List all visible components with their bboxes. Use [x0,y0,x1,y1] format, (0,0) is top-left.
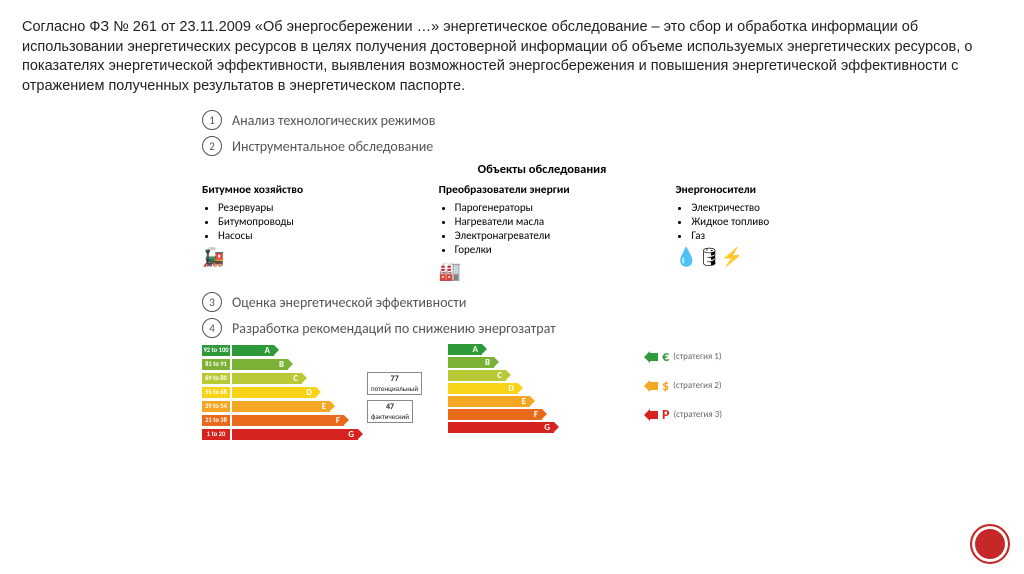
energy-icons: 💧🛢⚡ [675,246,882,268]
grade-row: A [448,344,618,355]
grade-range: 21 to 38 [202,415,230,426]
step-number-1: 1 [202,110,222,130]
grade-row: F [448,409,618,420]
grade-row: 81 to 91 B [202,358,422,370]
grade-letter: C [293,373,298,384]
strategy-symbol: € [662,348,669,365]
tank-icon: 🚂 [202,246,409,268]
grade-range: 69 to 80 [202,373,230,384]
step-4: 4 Разработка рекомендаций по снижению эн… [202,318,882,338]
steps-infographic: 1 Анализ технологических режимов 2 Инстр… [202,110,882,442]
col2-item: Горелки [455,243,646,256]
col3-item: Газ [691,229,882,242]
grade-letter: E [522,396,526,407]
col2-item: Нагреватели масла [455,215,646,228]
step-3: 3 Оценка энергетической эффективности [202,292,882,312]
grade-range: 92 to 100 [202,345,230,356]
grade-row: D [448,383,618,394]
step-label-1: Анализ технологических режимов [232,112,436,129]
strategy-row: $ (стратегия 2) [644,377,722,394]
column-bitumen: Битумное хозяйство Резервуары Битумопров… [202,183,409,282]
objects-title: Объекты обследования [202,162,882,177]
strategy-symbol: P [662,406,669,423]
grade-arrow: F [448,409,542,420]
strategy-arrow-icon [644,380,658,392]
step-1: 1 Анализ технологических режимов [202,110,882,130]
grade-letter: D [306,387,312,398]
grade-arrow: E [232,401,330,412]
strategy-symbol: $ [662,377,669,394]
factory-icon: 🏭 [439,260,646,282]
grade-arrow: E [448,396,530,407]
intro-paragraph: Согласно ФЗ № 261 от 23.11.2009 «Об энер… [22,18,1002,96]
grade-letter: G [348,429,354,440]
col1-item: Битумопроводы [218,215,409,228]
col3-title: Энергоносители [675,183,882,197]
grade-letter: D [508,383,514,394]
grade-arrow: A [448,344,482,355]
step-number-2: 2 [202,136,222,156]
objects-columns: Битумное хозяйство Резервуары Битумопров… [202,183,882,282]
step-number-4: 4 [202,318,222,338]
grade-range: 1 to 20 [202,429,230,440]
strategy-label: (стратегия 1) [673,351,722,362]
grade-arrow: B [232,359,288,370]
col2-item: Электронагреватели [455,229,646,242]
grade-letter: G [544,422,550,433]
grade-arrow: G [232,429,358,440]
grade-arrow: C [232,373,302,384]
grade-arrow: D [448,383,518,394]
rating-badge: 77потенциальный [367,372,422,395]
col1-item: Насосы [218,229,409,242]
grade-arrow: B [448,357,494,368]
grade-row: C [448,370,618,381]
strategy-arrow-icon [644,351,658,363]
energy-rating-chart-2: ABCDEFG [448,344,618,435]
strategies-list: € (стратегия 1) $ (стратегия 2) P (стратегия … [644,348,722,423]
col3-item: Жидкое топливо [691,215,882,228]
grade-row: E [448,396,618,407]
col2-title: Преобразователи энергии [439,183,646,197]
step-label-4: Разработка рекомендаций по снижению энер… [232,320,556,337]
col1-title: Битумное хозяйство [202,183,409,197]
strategy-row: P (стратегия 3) [644,406,722,423]
slide-badge-icon [970,524,1010,564]
grade-arrow: C [448,370,506,381]
strategy-label: (стратегия 2) [673,380,722,391]
step-label-3: Оценка энергетической эффективности [232,294,466,311]
grade-row: 92 to 100 A [202,344,422,356]
col1-item: Резервуары [218,201,409,214]
col2-item: Парогенераторы [455,201,646,214]
grade-letter: A [265,345,270,356]
step-number-3: 3 [202,292,222,312]
grade-range: 55 to 68 [202,387,230,398]
grade-range: 81 to 91 [202,359,230,370]
grade-arrow: A [232,345,274,356]
grade-letter: F [534,409,538,420]
grade-letter: B [279,359,284,370]
strategy-arrow-icon [644,409,658,421]
grade-letter: C [497,370,502,381]
col3-item: Электричество [691,201,882,214]
energy-rating-chart-1: 92 to 100 A 81 to 91 B 69 to 80 C 55 to 68 D 39 … [202,344,422,442]
grade-letter: A [473,344,478,355]
grade-range: 39 to 54 [202,401,230,412]
step-label-2: Инструментальное обследование [232,138,433,155]
grade-letter: E [322,401,326,412]
grade-row: 1 to 20 G [202,428,422,440]
grade-row: G [448,422,618,433]
strategy-label: (стратегия 3) [673,409,722,420]
column-converters: Преобразователи энергии Парогенераторы Н… [439,183,646,282]
grade-letter: B [485,357,490,368]
grade-letter: F [336,415,340,426]
strategy-row: € (стратегия 1) [644,348,722,365]
grade-arrow: F [232,415,344,426]
energy-charts: 92 to 100 A 81 to 91 B 69 to 80 C 55 to 68 D 39 … [202,344,882,442]
rating-badge: 47фактический [367,400,413,423]
grade-arrow: D [232,387,316,398]
grade-arrow: G [448,422,554,433]
step-2: 2 Инструментальное обследование [202,136,882,156]
grade-row: B [448,357,618,368]
column-carriers: Энергоносители Электричество Жидкое топл… [675,183,882,282]
